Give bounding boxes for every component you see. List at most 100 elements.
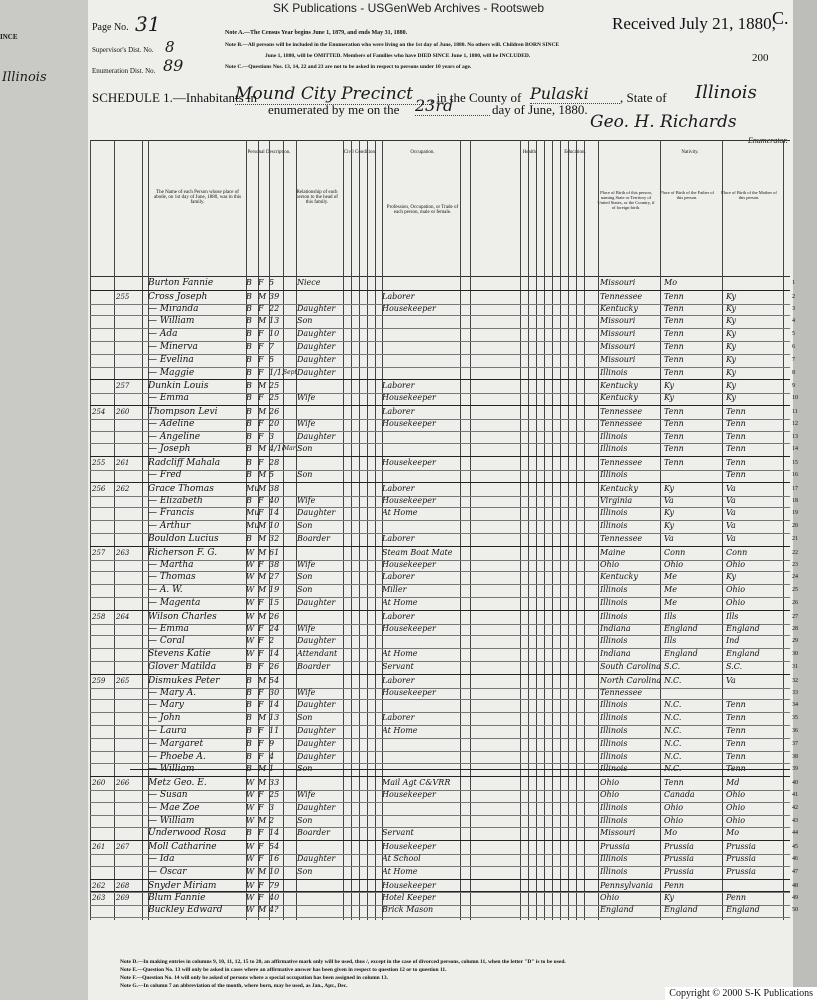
cell-bp: Missouri [600, 342, 636, 351]
cell-age: 10 [269, 866, 280, 876]
cell-dw [92, 802, 114, 815]
cell-color: B [246, 763, 258, 776]
cell-age: 15 [269, 598, 280, 607]
cell-fam [116, 392, 142, 405]
note-c: Note C.—Questions Nos. 13, 14, 22 and 23… [225, 64, 472, 70]
cell-mp: Tenn [726, 431, 746, 441]
cell-n: 47 [792, 868, 798, 875]
cell-rel: Daughter [297, 342, 336, 351]
cell-n: 45 [792, 844, 798, 851]
enumerated-suffix: day of June, 1880. [492, 102, 588, 117]
cell-bp: Virginia [600, 495, 633, 505]
cell-fam: 264 [116, 612, 130, 621]
cell-occ: Miller [382, 585, 407, 595]
cell-fp: Tenn [664, 431, 684, 441]
cell-name: — Thomas [148, 572, 196, 583]
cell-name: — Oscar [148, 866, 187, 877]
census-row: — Fred B M 5 Son Illinois Tenn 16 [90, 469, 798, 483]
cell-n: 31 [792, 664, 798, 670]
cell-fam [116, 802, 142, 815]
cell-mp: England [726, 623, 760, 633]
cell-rel: Attendant [297, 649, 338, 659]
cell-fam [116, 303, 142, 316]
cell-name: — William [148, 316, 195, 327]
cell-name: — Francis [148, 508, 195, 519]
cell-name: Buckley Edward [148, 905, 223, 916]
cell-name: Stevens Katie [148, 649, 211, 660]
cell-bp: Pennsylvania [600, 880, 654, 890]
cell-bp: Kentucky [600, 381, 638, 391]
cell-occ [382, 802, 462, 815]
cell-bp: Illinois [600, 431, 628, 441]
cell-mp: Tenn [726, 713, 746, 723]
cell-color: W [246, 572, 255, 582]
cell-dw [92, 635, 114, 648]
cell-age: 20 [269, 418, 280, 428]
cell-bp: Missouri [600, 828, 636, 838]
cell-sex: F [258, 738, 264, 748]
census-row: — Mary A. B F 30 Wife Housekeeper Tennessee 33 [90, 687, 798, 701]
cell-fam [116, 495, 142, 508]
cell-fp: Ky [664, 381, 674, 391]
cell-fp: Tenn [664, 418, 684, 428]
cell-dw [92, 661, 114, 674]
cell-bp: Illinois [600, 751, 628, 761]
cell-mp: Tenn [726, 726, 746, 735]
column-rule [660, 140, 661, 920]
cell-name: — Laura [148, 726, 187, 736]
cell-dw [92, 815, 114, 828]
cell-age: 26 [269, 407, 280, 416]
cell-age: 22 [269, 303, 280, 313]
cell-occ [382, 328, 462, 341]
cell-age: 38 [269, 559, 280, 569]
cell-mp: Ky [726, 303, 736, 313]
cell-fp: Mo [664, 278, 678, 287]
census-row: 257 Dunkin Louis B M 25 Laborer Kentucky Ky Ky 9 [90, 379, 795, 395]
cell-bp: Missouri [600, 354, 636, 364]
cell-sex: F [258, 431, 264, 441]
cell-sex: F [258, 842, 264, 852]
cell-mp: Va [726, 508, 736, 518]
cell-occ: Housekeeper [382, 880, 436, 890]
cell-age: 25 [269, 790, 280, 799]
cell-mp: Conn [726, 547, 748, 557]
cell-n: 36 [792, 728, 798, 734]
cell-dw [92, 533, 114, 546]
cell-age: 2 [269, 636, 275, 646]
cell-name: Wilson Charles [148, 611, 217, 622]
cell-dw: 258 [92, 612, 106, 621]
cell-month [283, 431, 297, 444]
column-rule [460, 140, 461, 920]
cell-occ: Hotel Keeper [382, 893, 436, 903]
page-label: Page No. [92, 22, 129, 33]
cell-bp: Illinois [600, 763, 662, 776]
cell-fp: Prussia [664, 854, 694, 863]
cell-mp: Tenn [726, 763, 784, 776]
column-rule [351, 140, 352, 920]
received-stamp: Received July 21, 1880, [612, 14, 776, 33]
census-row: — John B M 13 Son Laborer Illinois N.C. Tenn 35 [90, 712, 798, 726]
census-row: — Elizabeth B F 40 Wife Housekeeper Virginia Va… [90, 495, 798, 509]
cell-rel: Son [297, 713, 313, 723]
cell-sex: F [258, 342, 264, 351]
cell-color: B [246, 751, 252, 761]
cell-color: B [246, 303, 252, 313]
cell-n: 16 [792, 472, 798, 478]
cell-rel: Wife [297, 393, 316, 403]
cell-bp: Ohio [600, 778, 620, 788]
cell-sex: F [258, 726, 264, 735]
county-value: Pulaski [530, 84, 620, 104]
cell-occ [382, 367, 462, 380]
cell-fam [116, 520, 142, 533]
cell-n: 13 [792, 433, 798, 440]
cell-occ: Servant [382, 662, 414, 671]
cell-age: 26 [269, 611, 280, 621]
cell-dw: 262 [92, 881, 106, 890]
cell-dw [92, 738, 114, 751]
cell-occ: Laborer [382, 572, 415, 582]
cell-mp: Ky [726, 329, 736, 339]
schedule-title: SCHEDULE 1.—Inhabitants in [92, 90, 258, 105]
cell-age: 1 [269, 763, 283, 776]
cell-n: 41 [792, 792, 798, 798]
relationship-header: Relationship of each person to the head … [296, 190, 338, 205]
